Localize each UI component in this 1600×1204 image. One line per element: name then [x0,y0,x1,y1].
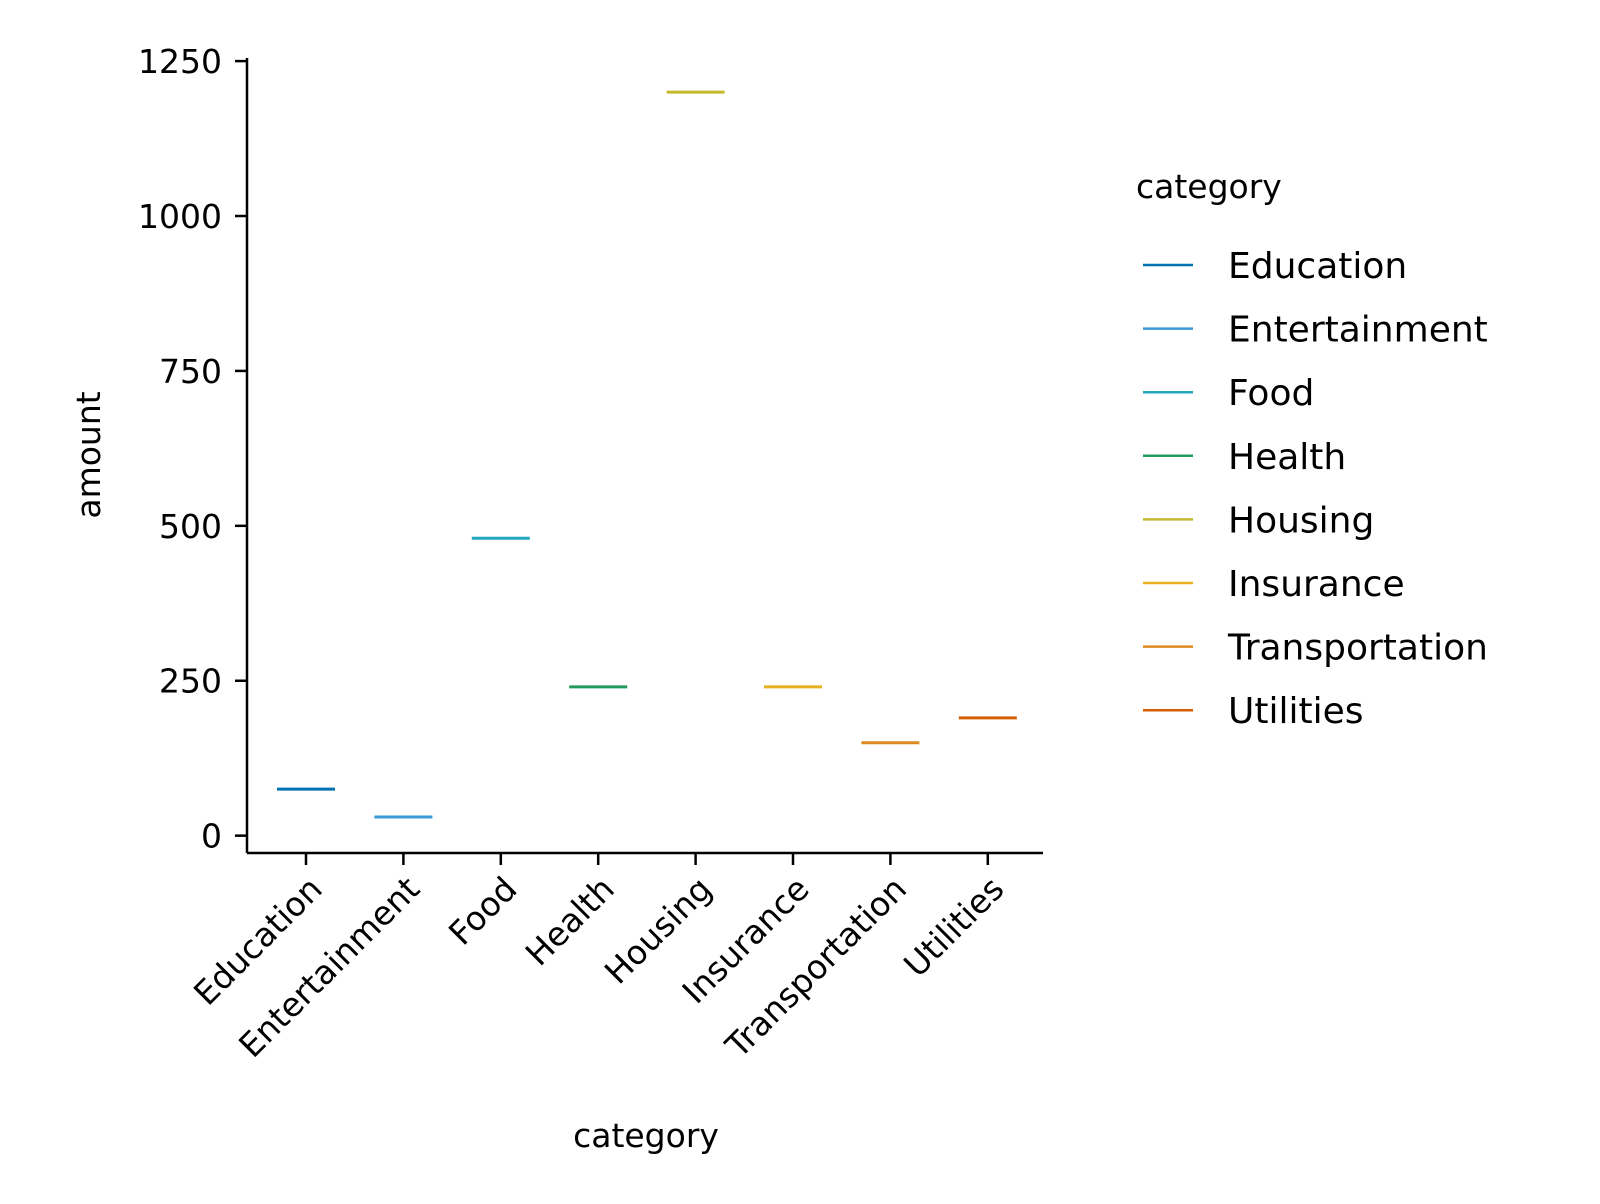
legend-title: category [1136,167,1282,206]
x-tick-label: Entertainment [231,869,427,1065]
legend: category Education Entertainment Food Healt… [1136,167,1488,732]
legend-label: Insurance [1228,564,1405,605]
y-tick-label: 1000 [138,197,222,236]
legend-label: Utilities [1228,691,1364,732]
chart-marks [277,90,1017,819]
y-tick-label: 0 [201,817,222,856]
y-tick-label: 500 [159,507,222,546]
x-tick-label: Utilities [896,869,1011,984]
y-tick-label: 750 [159,352,222,391]
legend-label: Food [1228,373,1314,414]
legend-label: Entertainment [1228,310,1488,351]
x-tick-label: Food [441,869,525,953]
legend-label: Transportation [1227,628,1488,669]
legend-entries: Education Entertainment Food Health Housing I… [1143,246,1488,732]
legend-label: Education [1228,246,1407,287]
y-tick-label: 1250 [138,42,222,81]
y-tick-label: 250 [159,662,222,701]
y-axis: 0 250 500 750 1000 1250 [138,42,249,856]
legend-label: Housing [1228,500,1374,541]
x-axis-title: category [573,1116,719,1155]
y-axis-title: amount [69,391,108,518]
legend-label: Health [1228,437,1346,478]
x-tick-label: Transportation [717,869,914,1066]
